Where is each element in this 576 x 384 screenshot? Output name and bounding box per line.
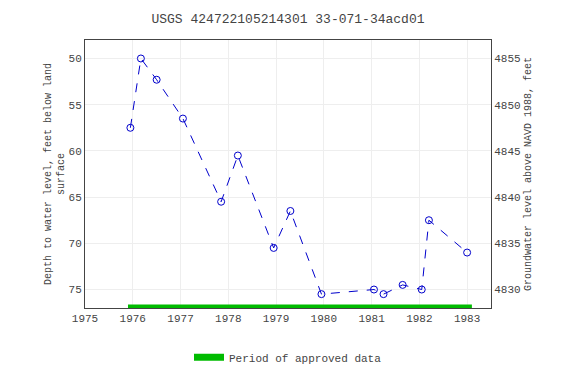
svg-text:1976: 1976 [120,313,146,325]
svg-text:50: 50 [69,53,82,65]
svg-text:1977: 1977 [167,313,193,325]
svg-text:Period of approved data: Period of approved data [229,353,381,365]
svg-text:4850: 4850 [494,100,520,112]
svg-text:1982: 1982 [406,313,432,325]
svg-text:1980: 1980 [311,313,337,325]
svg-text:1975: 1975 [72,313,98,325]
svg-text:55: 55 [69,100,82,112]
svg-text:Depth to water level, feet bel: Depth to water level, feet below landsur… [43,63,67,285]
svg-text:4855: 4855 [494,53,520,65]
svg-text:1983: 1983 [454,313,480,325]
svg-text:4830: 4830 [494,284,520,296]
svg-text:USGS 424722105214301 33-071-34: USGS 424722105214301 33-071-34acd01 [151,12,424,27]
svg-text:1981: 1981 [358,313,385,325]
svg-text:1979: 1979 [263,313,289,325]
svg-text:Groundwater level above NAVD 1: Groundwater level above NAVD 1988, feet [523,57,534,291]
svg-text:60: 60 [69,146,82,158]
svg-text:65: 65 [69,192,82,204]
svg-text:4845: 4845 [494,146,520,158]
svg-text:4835: 4835 [494,238,520,250]
svg-text:1978: 1978 [215,313,241,325]
svg-text:70: 70 [69,238,82,250]
svg-text:75: 75 [69,284,82,296]
svg-text:4840: 4840 [494,192,520,204]
